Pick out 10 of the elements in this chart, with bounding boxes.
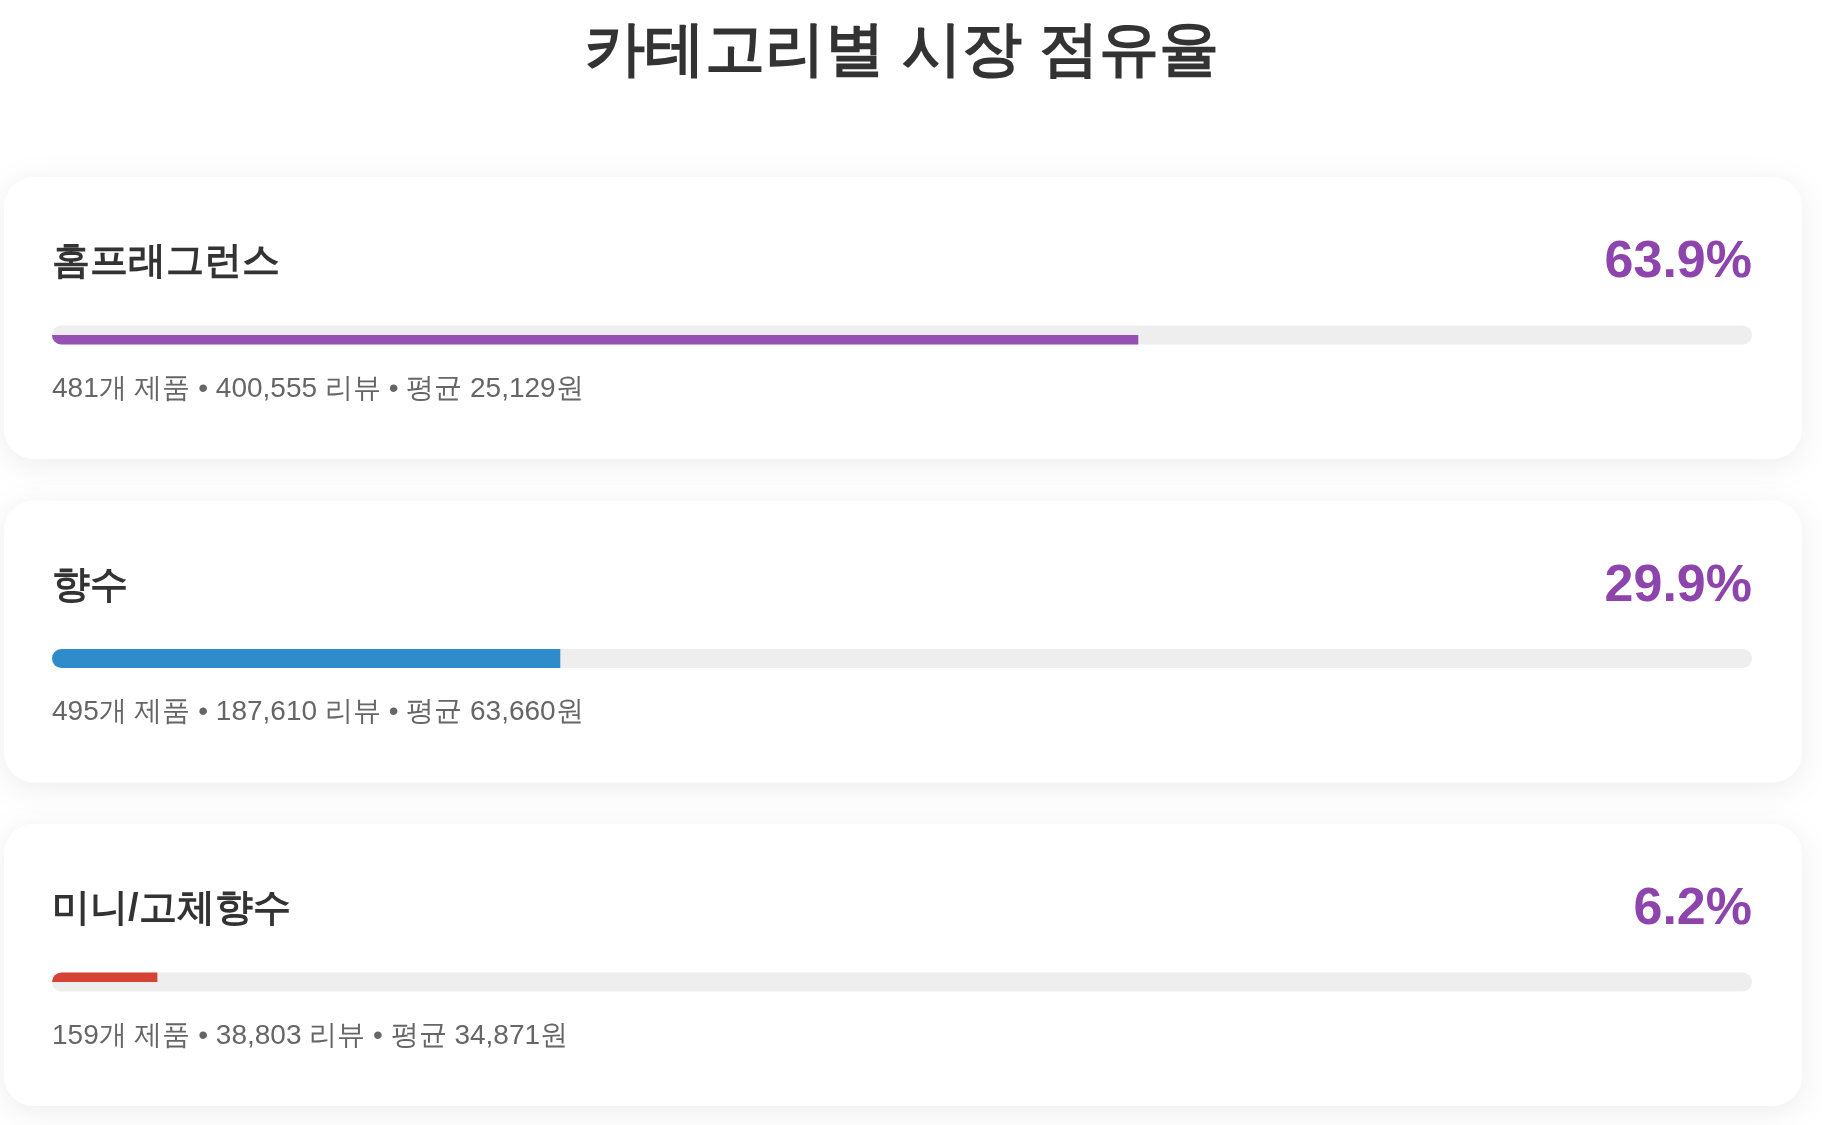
chart-title: 카테고리별 시장 점유율 xyxy=(585,14,1219,82)
data-label: 29.9% xyxy=(1604,553,1752,612)
y-tick-label: 향수 xyxy=(52,562,128,605)
data-label: 6.2% xyxy=(1633,877,1752,936)
y-tick-label: 미니/고체향수 xyxy=(52,886,291,929)
annotation: 481개 제품 • 400,555 리뷰 • 평균 25,129원 xyxy=(52,371,584,403)
data-label: 63.9% xyxy=(1604,230,1752,289)
annotation: 159개 제품 • 38,803 리뷰 • 평균 34,871원 xyxy=(52,1018,569,1050)
y-tick-label: 홈프래그런스 xyxy=(52,239,280,282)
annotation: 495개 제품 • 187,610 리뷰 • 평균 63,660원 xyxy=(52,695,584,727)
